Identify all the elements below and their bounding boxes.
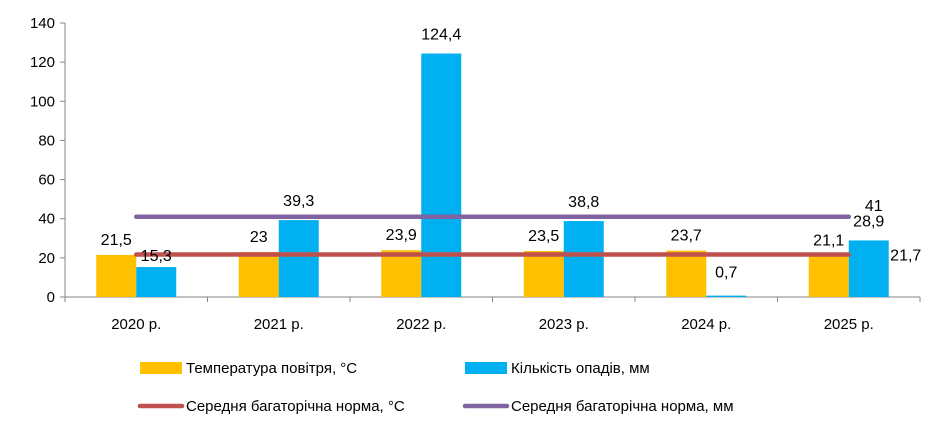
y-tick-label: 20 [38,250,55,267]
data-label-precipitation: 124,4 [421,27,461,44]
legend-swatch [465,362,507,374]
x-tick-label: 2021 р. [254,316,304,333]
bars [96,53,889,297]
bar-precipitation [848,240,889,297]
legend-label: Середня багаторічна норма, мм [511,398,734,415]
norm-lines [134,214,851,257]
bar-temperature [96,254,137,297]
legend-item: Температура повітря, °С [140,360,357,377]
x-tick-label: 2020 р. [111,316,161,333]
y-tick-label: 120 [30,54,55,71]
data-label-temperature: 21,1 [813,233,844,250]
legend: Температура повітря, °С Кількість опадів,… [137,360,734,415]
data-label-temperature: 23 [250,229,268,246]
data-label-precipitation: 38,8 [568,194,599,211]
y-tick-label: 140 [30,15,55,32]
bar-precipitation [136,267,177,297]
legend-item: Середня багаторічна норма, мм [462,398,734,415]
bar-precipitation [421,53,462,297]
legend-item: Кількість опадів, мм [465,360,650,377]
y-tick-label: 40 [38,211,55,228]
data-label-precipitation: 39,3 [283,193,314,210]
legend-item: Середня багаторічна норма, °С [137,398,405,415]
data-labels: 21,5 15,3 23 39,3 23,9 124,4 23,5 38,8 23,7 0,7 21… [101,27,922,282]
legend-swatch [140,362,182,374]
bar-precipitation [278,220,319,297]
data-label-precipitation: 28,9 [853,213,884,230]
bar-temperature [808,255,849,297]
bar-precipitation [563,221,604,297]
legend-label: Температура повітря, °С [186,360,357,377]
bar-precipitation [706,295,747,297]
y-tick-label: 60 [38,172,55,189]
bar-temperature [666,250,707,297]
data-label-temperature: 21,5 [101,232,132,249]
data-label-precipitation: 0,7 [715,265,737,282]
x-tick-label: 2024 р. [681,316,731,333]
y-tick-label: 80 [38,132,55,149]
y-axis: 0 20 40 60 80 100 120 140 [30,15,66,306]
x-axis: 2020 р. 2021 р. 2022 р. 2023 р. 2024 р. 2025 … [64,296,921,333]
legend-label: Кількість опадів, мм [511,360,650,377]
x-tick-label: 2023 р. [539,316,589,333]
x-tick-label: 2025 р. [824,316,874,333]
data-label-temperature: 23,5 [528,228,559,245]
norm-label-precipitation: 41 [865,198,883,215]
x-tick-label: 2022 р. [396,316,446,333]
legend-label: Середня багаторічна норма, °С [186,398,405,415]
data-label-temperature: 23,9 [386,227,417,244]
y-tick-label: 100 [30,93,55,110]
bar-temperature [238,251,279,297]
bar-temperature [381,250,422,297]
y-tick-label: 0 [47,289,55,306]
data-label-precipitation: 15,3 [141,248,172,265]
norm-label-temperature: 21,7 [890,248,921,265]
data-label-temperature: 23,7 [671,228,702,245]
bar-temperature [523,251,564,297]
